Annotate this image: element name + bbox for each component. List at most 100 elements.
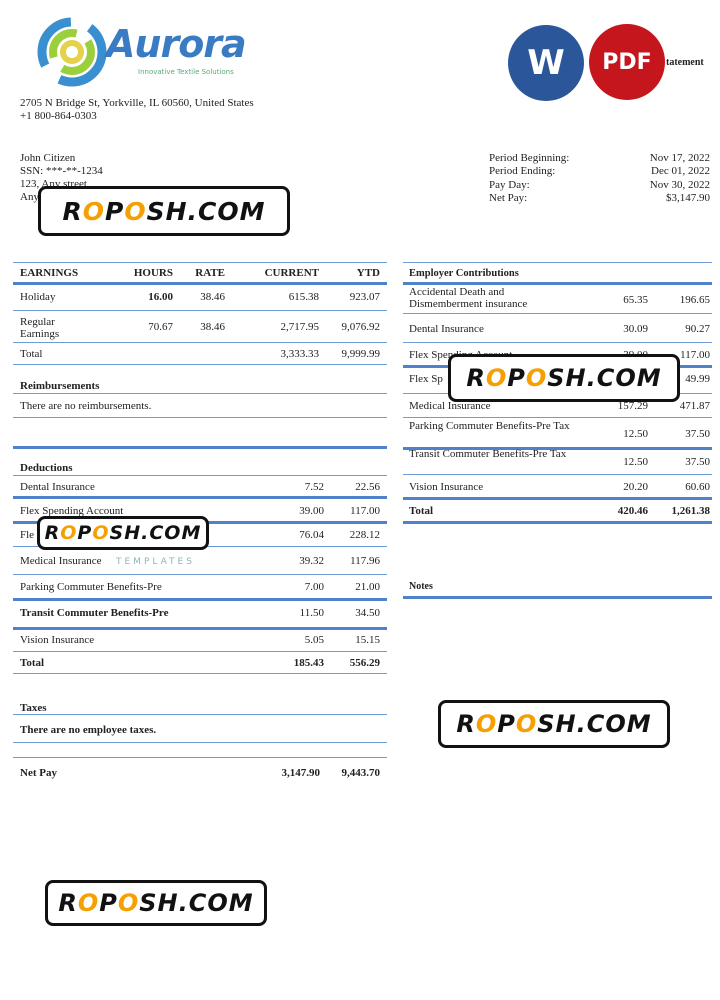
table-divider <box>403 521 712 524</box>
deduction-name: Fle <box>20 529 35 541</box>
employee-name: John Citizen <box>20 152 76 164</box>
deduction-name: Dental Insurance <box>20 481 95 493</box>
deduction-ytd: 21.00 <box>355 581 380 593</box>
earnings-row-cell: 615.38 <box>288 291 319 303</box>
deduction-current: 185.43 <box>293 657 324 669</box>
statement-title: tatement <box>666 57 704 68</box>
table-divider <box>403 282 712 285</box>
table-divider <box>13 627 387 630</box>
deduction-ytd: 117.96 <box>350 555 380 567</box>
deduction-ytd: 556.29 <box>349 657 380 669</box>
earnings-header: YTD <box>356 267 380 279</box>
employer-item-name: Parking Commuter Benefits-Pre Tax <box>409 420 570 432</box>
employer-ytd: 90.27 <box>685 323 710 335</box>
table-divider <box>13 310 387 311</box>
period-value: Dec 01, 2022 <box>651 165 710 177</box>
reimbursements-text: There are no reimbursements. <box>20 400 152 412</box>
table-divider <box>13 342 387 343</box>
deduction-name: Medical Insurance <box>20 555 102 567</box>
earnings-row-cell: Holiday <box>20 291 56 303</box>
swirl-logo-icon <box>37 17 107 87</box>
deduction-current: 5.05 <box>304 634 324 646</box>
company-phone: +1 800-864-0303 <box>20 110 97 122</box>
table-divider <box>13 673 387 674</box>
earnings-row-cell: 9,076.92 <box>341 321 381 333</box>
table-divider <box>13 714 387 715</box>
deduction-current: 7.00 <box>304 581 324 593</box>
word-download-button[interactable]: W <box>508 25 584 101</box>
company-logo: Aurora Innovative Textile Solutions <box>34 16 254 88</box>
employee-ssn: SSN: ***-**-1234 <box>20 165 103 177</box>
table-divider <box>403 474 712 475</box>
period-label: Period Ending: <box>489 165 556 177</box>
employer-current: 420.46 <box>617 505 648 517</box>
employer-ytd: 196.65 <box>679 294 710 306</box>
deduction-ytd: 117.00 <box>350 505 380 517</box>
period-value: $3,147.90 <box>666 192 710 204</box>
employer-ytd: 60.60 <box>685 481 710 493</box>
deduction-current: 39.32 <box>299 555 324 567</box>
deduction-ytd: 22.56 <box>355 481 380 493</box>
earnings-row-cell: 16.00 <box>148 291 173 303</box>
employer-current: 20.20 <box>623 481 648 493</box>
notes-title: Notes <box>409 581 433 592</box>
deduction-ytd: 34.50 <box>355 607 380 619</box>
employer-item-name: Transit Commuter Benefits-Pre Tax <box>409 448 567 460</box>
table-divider <box>13 446 387 449</box>
pdf-download-button[interactable]: PDF <box>589 24 665 100</box>
earnings-total: 9,999.99 <box>341 348 381 360</box>
table-divider <box>403 262 712 263</box>
employer-item-name: Vision Insurance <box>409 481 484 493</box>
table-divider <box>13 574 387 575</box>
employer-ytd: 471.87 <box>679 400 710 412</box>
table-divider <box>403 342 712 343</box>
table-divider <box>403 596 712 599</box>
employer-ytd: 49.99 <box>685 373 710 385</box>
table-divider <box>13 757 387 758</box>
table-divider <box>403 447 712 450</box>
earnings-header: HOURS <box>133 267 173 279</box>
earnings-row-cell: 38.46 <box>200 321 225 333</box>
net-pay-current: 3,147.90 <box>281 767 321 779</box>
period-value: Nov 30, 2022 <box>649 179 710 191</box>
employer-current: 65.35 <box>623 294 648 306</box>
company-address: 2705 N Bridge St, Yorkville, IL 60560, U… <box>20 97 254 109</box>
earnings-row-cell: 923.07 <box>349 291 380 303</box>
earnings-row-cell: 38.46 <box>200 291 225 303</box>
table-divider <box>403 313 712 314</box>
earnings-row-cell: 70.67 <box>148 321 173 333</box>
table-divider <box>13 262 387 263</box>
net-pay-label: Net Pay <box>20 767 57 779</box>
earnings-header: CURRENT <box>264 267 319 279</box>
deduction-current: 7.52 <box>304 481 324 493</box>
taxes-text: There are no employee taxes. <box>20 724 157 736</box>
deduction-name: Flex Spending Account <box>20 505 124 517</box>
employer-ytd: 1,261.38 <box>671 505 711 517</box>
employer-current: 12.50 <box>623 456 648 468</box>
table-divider <box>13 651 387 652</box>
deduction-current: 76.04 <box>299 529 324 541</box>
table-divider <box>13 598 387 601</box>
earnings-row-cell: 2,717.95 <box>280 321 320 333</box>
employer-title: Employer Contributions <box>409 268 519 279</box>
company-name: Aurora <box>106 22 247 66</box>
net-pay-ytd: 9,443.70 <box>341 767 381 779</box>
deduction-name: Transit Commuter Benefits-Pre <box>20 607 169 619</box>
deduction-name: Vision Insurance <box>20 634 95 646</box>
table-divider <box>13 742 387 743</box>
employer-item-name: Flex Sp <box>409 373 443 385</box>
employer-current: 30.09 <box>623 323 648 335</box>
earnings-header: RATE <box>195 267 225 279</box>
deduction-current: 11.50 <box>299 607 324 619</box>
employee-city: Any <box>20 191 39 203</box>
deduction-current: 39.00 <box>299 505 324 517</box>
earnings-total: 3,333.33 <box>280 348 320 360</box>
earnings-header: EARNINGS <box>20 267 79 279</box>
table-divider <box>13 417 387 418</box>
table-divider <box>403 417 712 418</box>
table-divider <box>13 393 387 394</box>
employer-ytd: 117.00 <box>680 349 710 361</box>
templates-watermark: TEMPLATES <box>116 557 195 567</box>
